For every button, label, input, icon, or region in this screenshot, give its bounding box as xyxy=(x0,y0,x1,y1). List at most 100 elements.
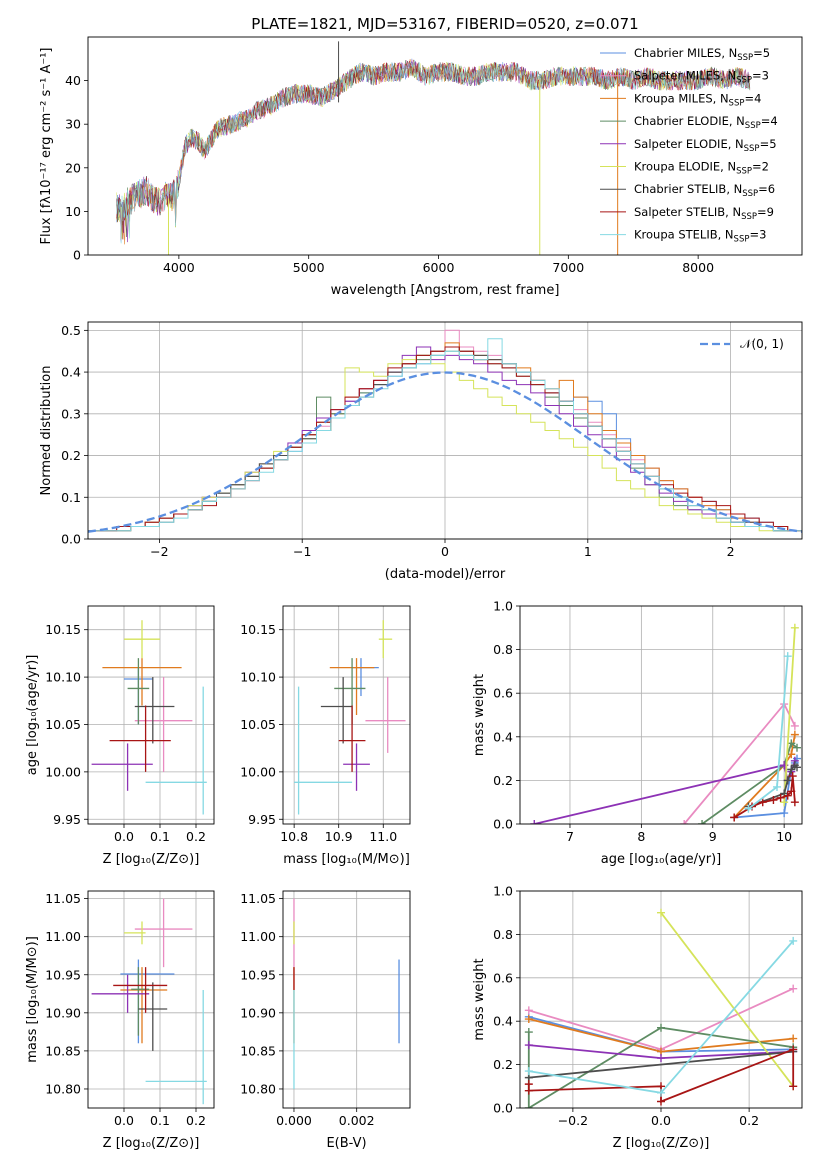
legend-label-subscript: SSP xyxy=(744,144,760,154)
errorbar-point xyxy=(338,705,366,772)
y-tick-label: 10.95 xyxy=(45,967,81,982)
spectrum-line xyxy=(116,60,751,238)
legend-label-main: Salpeter ELODIE, N xyxy=(634,137,744,151)
mass-weight-marker xyxy=(783,776,792,785)
x-tick-label: −2 xyxy=(150,544,168,559)
mass-weight-marker xyxy=(657,1054,665,1063)
axes-frame xyxy=(282,890,411,1109)
legend-label-subscript: SSP xyxy=(736,76,752,86)
x-tick-label: −1 xyxy=(293,544,311,559)
mass-weight-marker xyxy=(680,820,689,824)
y-tick-label: 9.95 xyxy=(53,812,81,827)
mass-weight-marker xyxy=(657,1023,665,1032)
plot-area xyxy=(88,329,802,539)
legend-label-main: Salpeter STELIB, N xyxy=(634,205,741,219)
mass-weight-marker xyxy=(789,936,798,945)
legend-label: Kroupa STELIB, NSSP=3 xyxy=(634,228,766,245)
plot-area xyxy=(91,898,207,1105)
mass-weight-marker xyxy=(524,1028,533,1037)
legend-label: Kroupa MILES, NSSP=4 xyxy=(634,91,761,108)
mass-weight-vs-age-panel: 7 8 9 10 0.0 0.2 0.4 0.6 0.8 1.0 age [log₁₀(age/yr… xyxy=(472,599,803,867)
mass-weight-marker xyxy=(789,1045,798,1054)
x-axis-label: age [log₁₀(age/yr)] xyxy=(601,852,722,867)
y-tick-label: 0 xyxy=(73,248,81,263)
mass-weight-marker xyxy=(524,1067,533,1076)
mass-weight-marker xyxy=(783,791,792,800)
y-tick-label: 0.4 xyxy=(493,1014,513,1029)
errorbar-point xyxy=(102,658,182,706)
mass-weight-marker xyxy=(524,1086,533,1095)
y-axis-label: mass [log₁₀(M/M⊙)] xyxy=(25,936,40,1063)
mass-weight-marker xyxy=(780,798,789,807)
mass-weight-marker xyxy=(524,1041,533,1050)
legend-label-main: Kroupa MILES, N xyxy=(634,91,729,105)
x-tick-label: 0.2 xyxy=(739,1113,759,1128)
y-tick-label: 0.4 xyxy=(61,365,81,380)
legend-label-end: =9 xyxy=(757,205,774,219)
x-tick-label: 0.0 xyxy=(651,1113,671,1128)
x-tick-label: 0.002 xyxy=(339,1113,375,1128)
mass-weight-marker xyxy=(790,730,799,739)
y-tick-label: 10.10 xyxy=(240,670,276,685)
mass-vs-extinction-panel: 0.000 0.002 10.80 10.85 10.90 10.95 11.00 11.05… xyxy=(240,890,411,1151)
y-tick-label: 10.05 xyxy=(45,717,81,732)
mass-weight-marker xyxy=(657,908,665,917)
histogram-step xyxy=(88,338,802,539)
y-tick-label: 0.8 xyxy=(493,642,513,657)
legend-label-end: =2 xyxy=(752,160,769,174)
x-axis-label: E(B-V) xyxy=(326,1136,366,1151)
x-tick-label: 1 xyxy=(584,544,592,559)
axes-frame xyxy=(87,605,215,825)
errorbar-point xyxy=(343,743,370,791)
errorbar-point xyxy=(127,658,150,725)
y-tick-label: 0.8 xyxy=(493,927,513,942)
y-axis-label: age [log₁₀(age/yr)] xyxy=(25,655,40,776)
mass-weight-marker xyxy=(744,804,753,813)
mass-weight-marker xyxy=(773,782,782,791)
mass-weight-marker xyxy=(790,623,799,632)
legend-label-end: =5 xyxy=(753,46,770,60)
y-tick-label: 10.80 xyxy=(240,1081,276,1096)
x-axis-label: Z [log₁₀(Z/Z⊙)] xyxy=(103,852,200,867)
errorbar-point xyxy=(120,959,175,1044)
legend-label-subscript: SSP xyxy=(734,235,750,245)
histogram-step xyxy=(88,346,802,539)
x-tick-label: 10 xyxy=(776,829,792,844)
legend-label-end: =5 xyxy=(760,137,777,151)
errorbar-point xyxy=(109,705,171,772)
errorbar-point xyxy=(113,967,168,1013)
x-tick-label: 0.1 xyxy=(150,1113,170,1128)
mass-weight-marker xyxy=(758,798,767,807)
x-tick-label: 9 xyxy=(709,829,717,844)
mass-weight-marker xyxy=(789,1034,798,1043)
y-tick-label: 10.15 xyxy=(240,622,276,637)
mass-weight-marker xyxy=(657,1097,665,1106)
mass-weight-marker xyxy=(780,809,789,818)
errorbar-point xyxy=(378,620,393,659)
mass-weight-marker xyxy=(787,765,796,774)
mass-weight-marker xyxy=(793,743,802,752)
mass-weight-marker xyxy=(530,820,539,824)
mass-weight-marker xyxy=(790,721,799,730)
x-tick-label: 0.000 xyxy=(276,1113,312,1128)
legend-label: Chabrier MILES, NSSP=5 xyxy=(634,46,770,63)
legend-label: Salpeter STELIB, NSSP=9 xyxy=(634,205,774,222)
legend-label-end: =6 xyxy=(758,182,775,196)
legend-label-subscript: SSP xyxy=(736,167,752,177)
x-axis-label: (data-model)/error xyxy=(385,567,506,582)
mass-weight-marker xyxy=(787,787,796,796)
legend-label-end: =3 xyxy=(752,69,769,83)
mass-weight-marker xyxy=(524,1006,533,1015)
legend-label-end: =3 xyxy=(749,228,766,242)
x-axis-label: Z [log₁₀(Z/Z⊙)] xyxy=(613,1136,710,1151)
mass-weight-marker xyxy=(698,820,707,824)
errorbar-point xyxy=(134,677,193,772)
x-tick-label: 5000 xyxy=(293,260,325,275)
residual-histogram-panel: −2 −1 0 1 2 0.0 0.1 0.2 0.3 0.4 0.5 (data-model)/er… xyxy=(39,321,803,582)
mass-weight-line xyxy=(701,741,798,824)
mass-weight-marker xyxy=(783,652,792,661)
x-tick-label: 7000 xyxy=(552,260,584,275)
errorbar-point xyxy=(131,967,150,1036)
errorbar-point xyxy=(145,989,207,1105)
x-axis-label: Z [log₁₀(Z/Z⊙)] xyxy=(103,1136,200,1151)
